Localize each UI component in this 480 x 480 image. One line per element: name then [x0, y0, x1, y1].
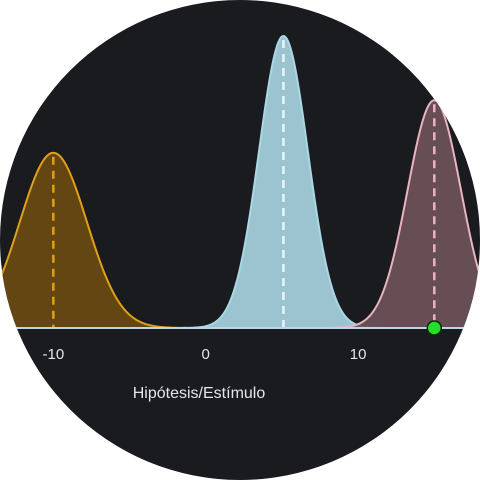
x-tick-label: -10 [42, 346, 64, 363]
x-tick-label: 10 [350, 346, 367, 363]
x-tick-labels: -10 0 10 [42, 346, 366, 363]
stimulus-marker[interactable] [426, 320, 443, 336]
curves-layer [0, 34, 480, 329]
x-tick-label: 0 [202, 346, 210, 363]
x-axis-title: Hipótesis/Estímulo [133, 385, 266, 402]
